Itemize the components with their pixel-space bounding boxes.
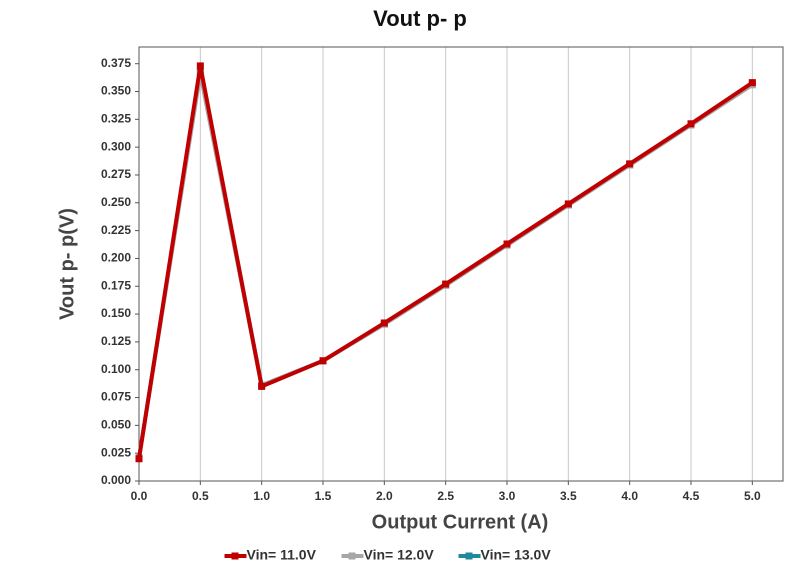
y-tick-label: 0.125 bbox=[101, 334, 131, 348]
y-tick-label: 0.375 bbox=[101, 56, 131, 70]
data-point bbox=[442, 280, 450, 288]
x-tick-label: 4.5 bbox=[683, 489, 700, 503]
x-tick-label: 1.5 bbox=[315, 489, 332, 503]
legend-marker bbox=[348, 552, 356, 560]
y-tick-label: 0.225 bbox=[101, 223, 131, 237]
data-point bbox=[196, 62, 204, 70]
x-tick-label: 2.0 bbox=[376, 489, 393, 503]
data-point bbox=[687, 120, 695, 128]
legend-marker bbox=[231, 552, 239, 560]
y-tick-label: 0.300 bbox=[101, 139, 131, 153]
x-tick-label: 5.0 bbox=[744, 489, 761, 503]
x-tick-label: 0.0 bbox=[131, 489, 148, 503]
y-tick-label: 0.200 bbox=[101, 251, 131, 265]
data-point bbox=[626, 160, 634, 168]
legend-marker bbox=[465, 552, 473, 560]
y-tick-label: 0.100 bbox=[101, 362, 131, 376]
y-axis-label: Vout p- p(V) bbox=[56, 208, 78, 320]
data-point bbox=[380, 319, 388, 327]
legend-label: Vin= 12.0V bbox=[364, 547, 435, 563]
y-tick-label: 0.025 bbox=[101, 445, 131, 459]
y-tick-label: 0.350 bbox=[101, 84, 131, 98]
data-point bbox=[748, 79, 756, 87]
y-tick-label: 0.075 bbox=[101, 390, 131, 404]
y-tick-label: 0.275 bbox=[101, 167, 131, 181]
x-tick-label: 3.5 bbox=[560, 489, 577, 503]
x-tick-label: 1.0 bbox=[253, 489, 270, 503]
y-tick-label: 0.325 bbox=[101, 112, 131, 126]
x-tick-label: 2.5 bbox=[437, 489, 454, 503]
y-tick-label: 0.175 bbox=[101, 278, 131, 292]
data-point bbox=[503, 240, 511, 248]
data-point bbox=[258, 382, 266, 390]
legend-label: Vin= 13.0V bbox=[481, 547, 552, 563]
x-tick-label: 0.5 bbox=[192, 489, 209, 503]
data-point bbox=[564, 200, 572, 208]
y-tick-label: 0.000 bbox=[101, 473, 131, 487]
y-tick-label: 0.050 bbox=[101, 418, 131, 432]
chart-title: Vout p- p bbox=[373, 6, 467, 31]
x-tick-label: 3.0 bbox=[499, 489, 516, 503]
x-axis-label: Output Current (A) bbox=[372, 511, 549, 533]
y-tick-label: 0.150 bbox=[101, 306, 131, 320]
data-point bbox=[135, 455, 143, 463]
data-point bbox=[319, 357, 327, 365]
y-tick-label: 0.250 bbox=[101, 195, 131, 209]
x-tick-label: 4.0 bbox=[621, 489, 638, 503]
plot-frame bbox=[138, 46, 784, 482]
legend-label: Vin= 11.0V bbox=[247, 547, 317, 563]
